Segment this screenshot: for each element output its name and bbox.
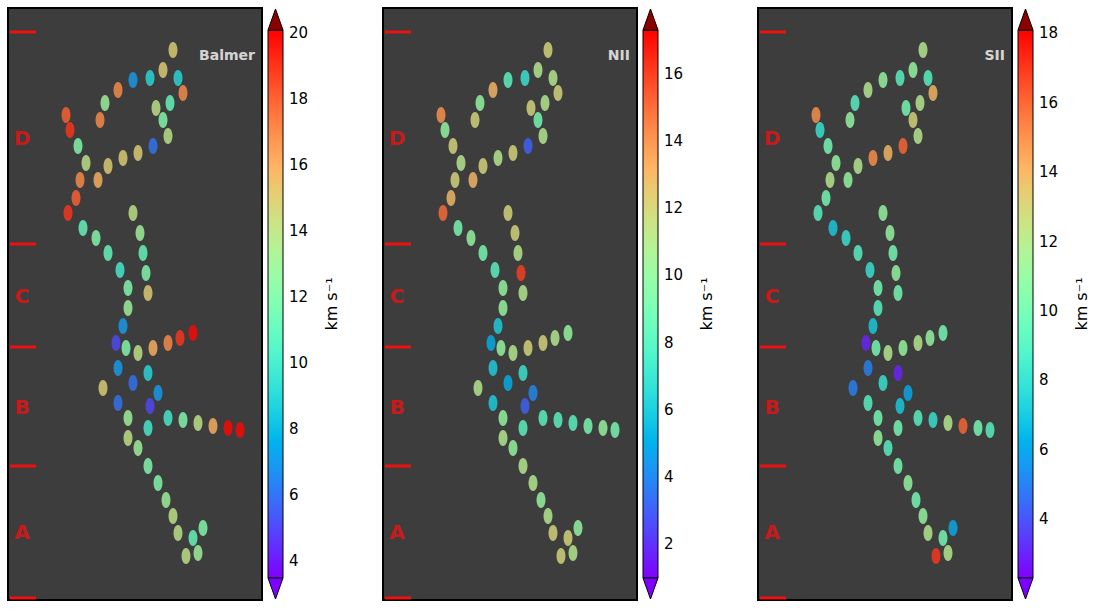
svg-text:B: B [764, 395, 779, 419]
svg-text:8: 8 [664, 334, 674, 352]
svg-text:10: 10 [1039, 302, 1058, 320]
svg-text:D: D [764, 126, 781, 150]
svg-text:km s⁻¹: km s⁻¹ [1072, 277, 1091, 330]
svg-text:4: 4 [664, 468, 674, 486]
svg-text:10: 10 [289, 354, 308, 372]
svg-text:6: 6 [289, 486, 299, 504]
svg-text:C: C [390, 284, 405, 308]
svg-text:8: 8 [1039, 371, 1049, 389]
svg-text:4: 4 [289, 552, 299, 570]
svg-text:C: C [15, 284, 30, 308]
svg-text:NII: NII [608, 47, 630, 63]
svg-text:SII: SII [984, 47, 1005, 63]
svg-text:20: 20 [289, 24, 308, 42]
svg-text:16: 16 [289, 156, 308, 174]
svg-text:Balmer: Balmer [199, 47, 255, 63]
svg-text:B: B [389, 395, 404, 419]
svg-text:2: 2 [664, 535, 674, 553]
svg-text:A: A [14, 520, 30, 544]
svg-text:D: D [389, 126, 406, 150]
svg-text:B: B [14, 395, 29, 419]
svg-text:12: 12 [1039, 233, 1058, 251]
svg-text:4: 4 [1039, 510, 1049, 528]
svg-text:12: 12 [289, 288, 308, 306]
svg-text:km s⁻¹: km s⁻¹ [322, 277, 341, 330]
svg-text:14: 14 [289, 222, 308, 240]
svg-text:A: A [389, 520, 405, 544]
svg-text:6: 6 [664, 401, 674, 419]
svg-text:16: 16 [1039, 94, 1058, 112]
svg-text:14: 14 [664, 132, 683, 150]
svg-text:10: 10 [664, 266, 683, 284]
svg-text:16: 16 [664, 65, 683, 83]
svg-text:km s⁻¹: km s⁻¹ [697, 277, 716, 330]
svg-text:18: 18 [289, 90, 308, 108]
svg-text:A: A [764, 520, 780, 544]
svg-text:8: 8 [289, 420, 299, 438]
svg-text:6: 6 [1039, 441, 1049, 459]
svg-text:18: 18 [1039, 24, 1058, 42]
svg-text:D: D [14, 126, 31, 150]
svg-text:C: C [765, 284, 780, 308]
svg-text:12: 12 [664, 199, 683, 217]
svg-text:14: 14 [1039, 163, 1058, 181]
